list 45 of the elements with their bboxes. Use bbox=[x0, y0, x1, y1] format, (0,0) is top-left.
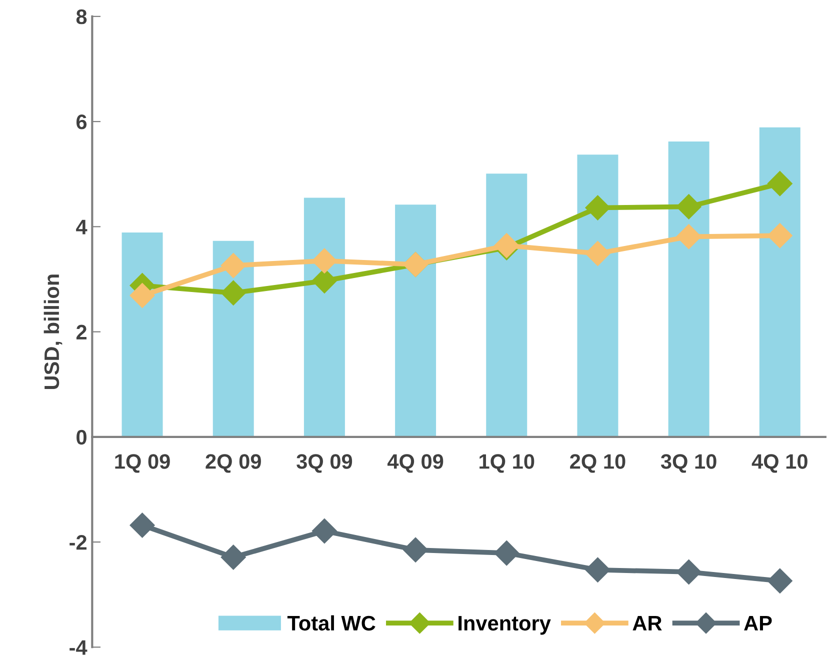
point bbox=[220, 280, 246, 306]
point bbox=[676, 194, 702, 220]
point bbox=[494, 540, 520, 566]
bar bbox=[668, 142, 710, 437]
x-tick-label: 3Q 10 bbox=[660, 454, 716, 473]
point bbox=[220, 253, 246, 278]
y-tick-label: 4 bbox=[76, 220, 88, 234]
x-tick-label: 4Q 10 bbox=[752, 454, 808, 473]
point bbox=[585, 195, 610, 220]
legend-label: AR bbox=[632, 616, 662, 630]
y-tick-label: 8 bbox=[76, 9, 87, 24]
point bbox=[403, 537, 428, 562]
legend-label: AP bbox=[744, 616, 772, 630]
point bbox=[585, 240, 610, 266]
y-tick-label: 0 bbox=[76, 430, 86, 445]
bar bbox=[759, 127, 800, 437]
point bbox=[676, 560, 702, 584]
point bbox=[767, 568, 792, 594]
legend-label: Inventory bbox=[458, 616, 551, 635]
y-tick-label: -2 bbox=[70, 535, 86, 550]
x-tick-label: 3Q 09 bbox=[296, 454, 352, 473]
bar bbox=[304, 198, 345, 437]
bar bbox=[122, 232, 163, 437]
x-tick-label: 4Q 09 bbox=[387, 454, 444, 473]
x-tick-label: 2Q 10 bbox=[570, 454, 626, 473]
bar bbox=[395, 204, 436, 437]
y-axis-title: USD, billion bbox=[44, 274, 62, 389]
point bbox=[767, 223, 792, 248]
point bbox=[130, 512, 155, 538]
bar bbox=[486, 174, 528, 437]
x-tick-label: 2Q 09 bbox=[206, 454, 261, 473]
point bbox=[220, 544, 246, 570]
point bbox=[312, 518, 337, 544]
point bbox=[130, 283, 155, 308]
bar bbox=[577, 154, 618, 437]
point bbox=[312, 248, 337, 274]
legend-label: Total WC bbox=[287, 615, 376, 631]
point bbox=[767, 171, 792, 196]
point bbox=[676, 224, 702, 250]
y-tick-label: 6 bbox=[76, 114, 87, 130]
x-tick-label: 1Q 09 bbox=[115, 454, 170, 473]
point bbox=[585, 557, 610, 582]
y-tick-label: 2 bbox=[76, 324, 86, 340]
x-tick-label: 1Q 10 bbox=[480, 454, 534, 473]
y-tick-label: -4 bbox=[70, 640, 88, 655]
